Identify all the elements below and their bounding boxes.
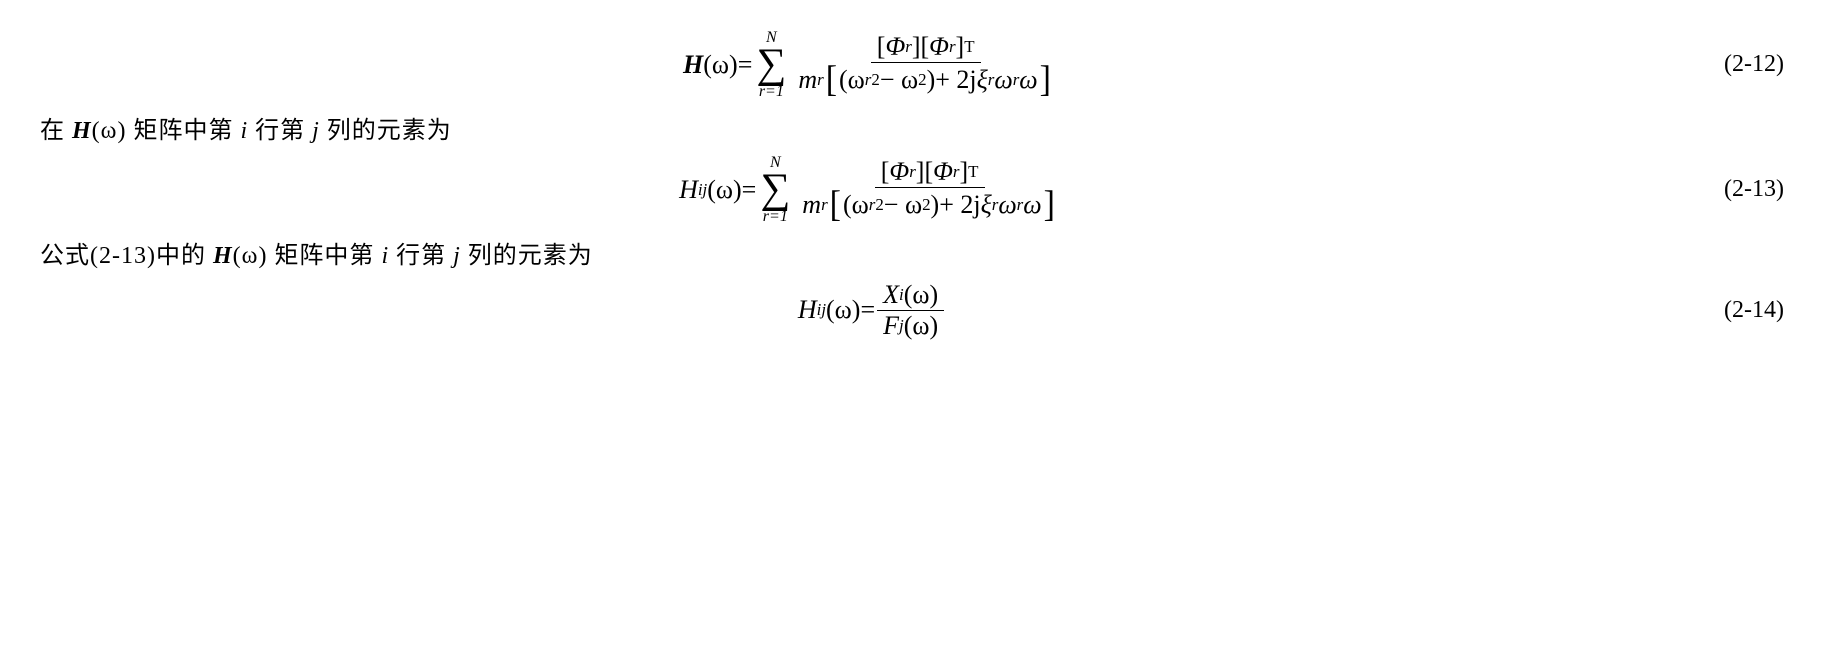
eq2-equals: = [742,175,757,205]
eq2-numerator: [Φr][Φr]T [875,157,985,188]
text-line-1: 在 H(ω) 矩阵中第 i 行第 j 列的元素为 [40,110,1784,145]
eq1-arg: (ω) [703,50,737,80]
eq1-denominator: mr [ (ωr2 − ω2) + 2jξrωrω ] [792,63,1059,97]
eq2-denominator: mr [ (ωr2 − ω2) + 2jξrωrω ] [796,188,1063,222]
eq1-numerator: [Φr][Φr]T [871,32,981,63]
equation-1: H (ω) = N ∑ r=1 [Φr][Φr]T mr [ (ωr2 − ω2… [40,30,1704,100]
eq3-numerator: Xi(ω) [877,280,944,311]
eq1-fraction: [Φr][Φr]T mr [ (ωr2 − ω2) + 2jξrωrω ] [792,32,1059,97]
eq2-arg: (ω) [707,175,741,205]
equation-row-1: H (ω) = N ∑ r=1 [Φr][Φr]T mr [ (ωr2 − ω2… [40,30,1784,100]
eq2-number: (2-13) [1704,176,1784,203]
text-line-2: 公式(2-13)中的 H(ω) 矩阵中第 i 行第 j 列的元素为 [40,235,1784,270]
eq3-denominator: Fj(ω) [877,311,944,341]
eq1-equals: = [738,50,753,80]
equation-row-3: Hij (ω) = Xi(ω) Fj(ω) (2-14) [40,280,1784,341]
eq2-H: H [679,175,698,205]
equation-row-2: Hij (ω) = N ∑ r=1 [Φr][Φr]T mr [ (ωr2 − … [40,155,1784,225]
eq2-fraction: [Φr][Φr]T mr [ (ωr2 − ω2) + 2jξrωrω ] [796,157,1063,222]
eq3-equals: = [860,295,875,325]
equation-3: Hij (ω) = Xi(ω) Fj(ω) [40,280,1704,341]
eq1-number: (2-12) [1704,51,1784,78]
eq1-sum: N ∑ r=1 [756,30,786,100]
eq3-arg: (ω) [826,295,860,325]
eq3-H: H [798,295,817,325]
eq3-number: (2-14) [1704,297,1784,324]
eq1-H: H [683,50,703,80]
eq2-sum: N ∑ r=1 [760,155,790,225]
equation-2: Hij (ω) = N ∑ r=1 [Φr][Φr]T mr [ (ωr2 − … [40,155,1704,225]
eq3-fraction: Xi(ω) Fj(ω) [877,280,944,341]
